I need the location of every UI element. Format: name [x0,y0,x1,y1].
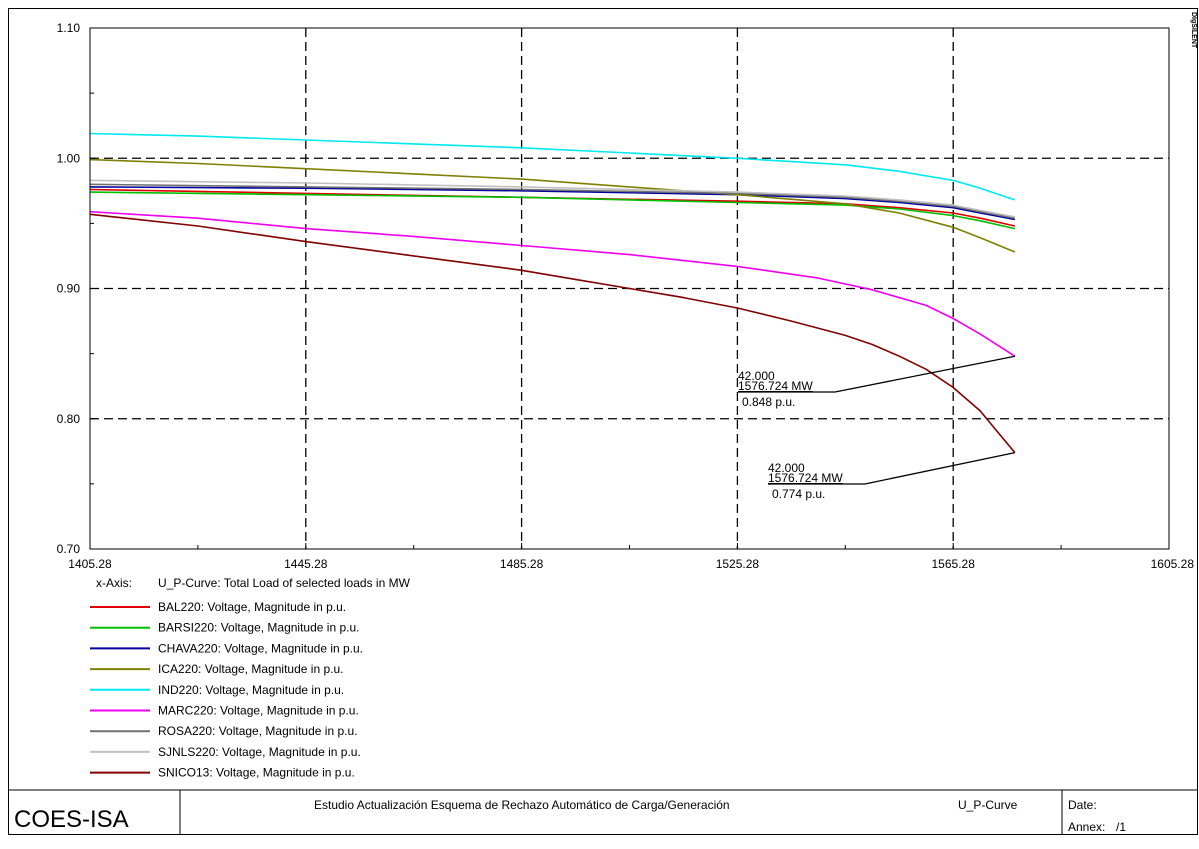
x-tick-label: 1445.28 [284,557,328,571]
title-block: COES-ISA Estudio Actualización Esquema d… [8,789,1198,835]
y-tick-label: 1.00 [57,151,81,165]
x-tick-label: 1525.28 [716,557,760,571]
annotation-label: 1576.724 MW [738,379,813,393]
annotation-leader [834,355,1016,393]
plot-name: U_P-Curve [958,798,1018,812]
series-group [89,132,1016,454]
legend-label: BAL220: Voltage, Magnitude in p.u. [158,600,346,614]
series-line [89,179,1016,218]
company-name: COES-ISA [14,806,129,833]
annotation-label: 42.000 [768,461,805,475]
x-tick-label: 1405.28 [68,557,112,571]
x-tick-label: 1565.28 [932,557,976,571]
annotation-label: 42.000 [738,369,775,383]
series-line [89,186,1016,221]
legend-label: BARSI220: Voltage, Magnitude in p.u. [158,621,359,635]
x-axis-description: U_P-Curve: Total Load of selected loads … [158,576,411,590]
axis-ticks [89,27,1170,550]
series-line [89,191,1016,230]
legend-label: MARC220: Voltage, Magnitude in p.u. [158,704,359,718]
annex-label: Annex: [1068,820,1105,834]
study-title: Estudio Actualización Esquema de Rechazo… [314,798,730,812]
legend-label: ICA220: Voltage, Magnitude in p.u. [158,662,343,676]
y-tick-label: 1.10 [57,21,81,35]
x-axis-label: x-Axis: [96,576,132,590]
legend-label: SNICO13: Voltage, Magnitude in p.u. [158,766,355,780]
series-line [89,210,1016,357]
annex-value: /1 [1116,820,1126,834]
annotation-leader [864,451,1016,485]
x-tick-label: 1485.28 [500,557,544,571]
y-tick-label: 0.70 [57,542,81,556]
series-line [89,183,1016,219]
legend-label: CHAVA220: Voltage, Magnitude in p.u. [158,641,363,655]
y-tick-labels: 0.70 0.80 0.90 1.00 1.10 [57,21,81,556]
legend: BAL220: Voltage, Magnitude in p.u. BARSI2… [90,600,363,780]
x-tick-labels: 1405.28 1445.28 1485.28 1525.28 1565.28 1605.… [68,557,1194,571]
x-tick-label: 1605.28 [1151,557,1195,571]
y-tick-label: 0.90 [57,282,81,296]
y-tick-label: 0.80 [57,412,81,426]
annotation-label: 0.848 p.u. [742,395,795,409]
series-line [89,213,1016,454]
legend-label: ROSA220: Voltage, Magnitude in p.u. [158,724,357,738]
legend-label: IND220: Voltage, Magnitude in p.u. [158,683,344,697]
digsilent-watermark: DIgSILENT [1190,12,1197,49]
legend-label: SJNLS220: Voltage, Magnitude in p.u. [158,745,361,759]
annotation-label: 1576.724 MW [768,471,843,485]
annotation-label: 0.774 p.u. [772,487,825,501]
page-border [8,8,1198,835]
date-label: Date: [1068,798,1097,812]
series-line [89,132,1016,201]
